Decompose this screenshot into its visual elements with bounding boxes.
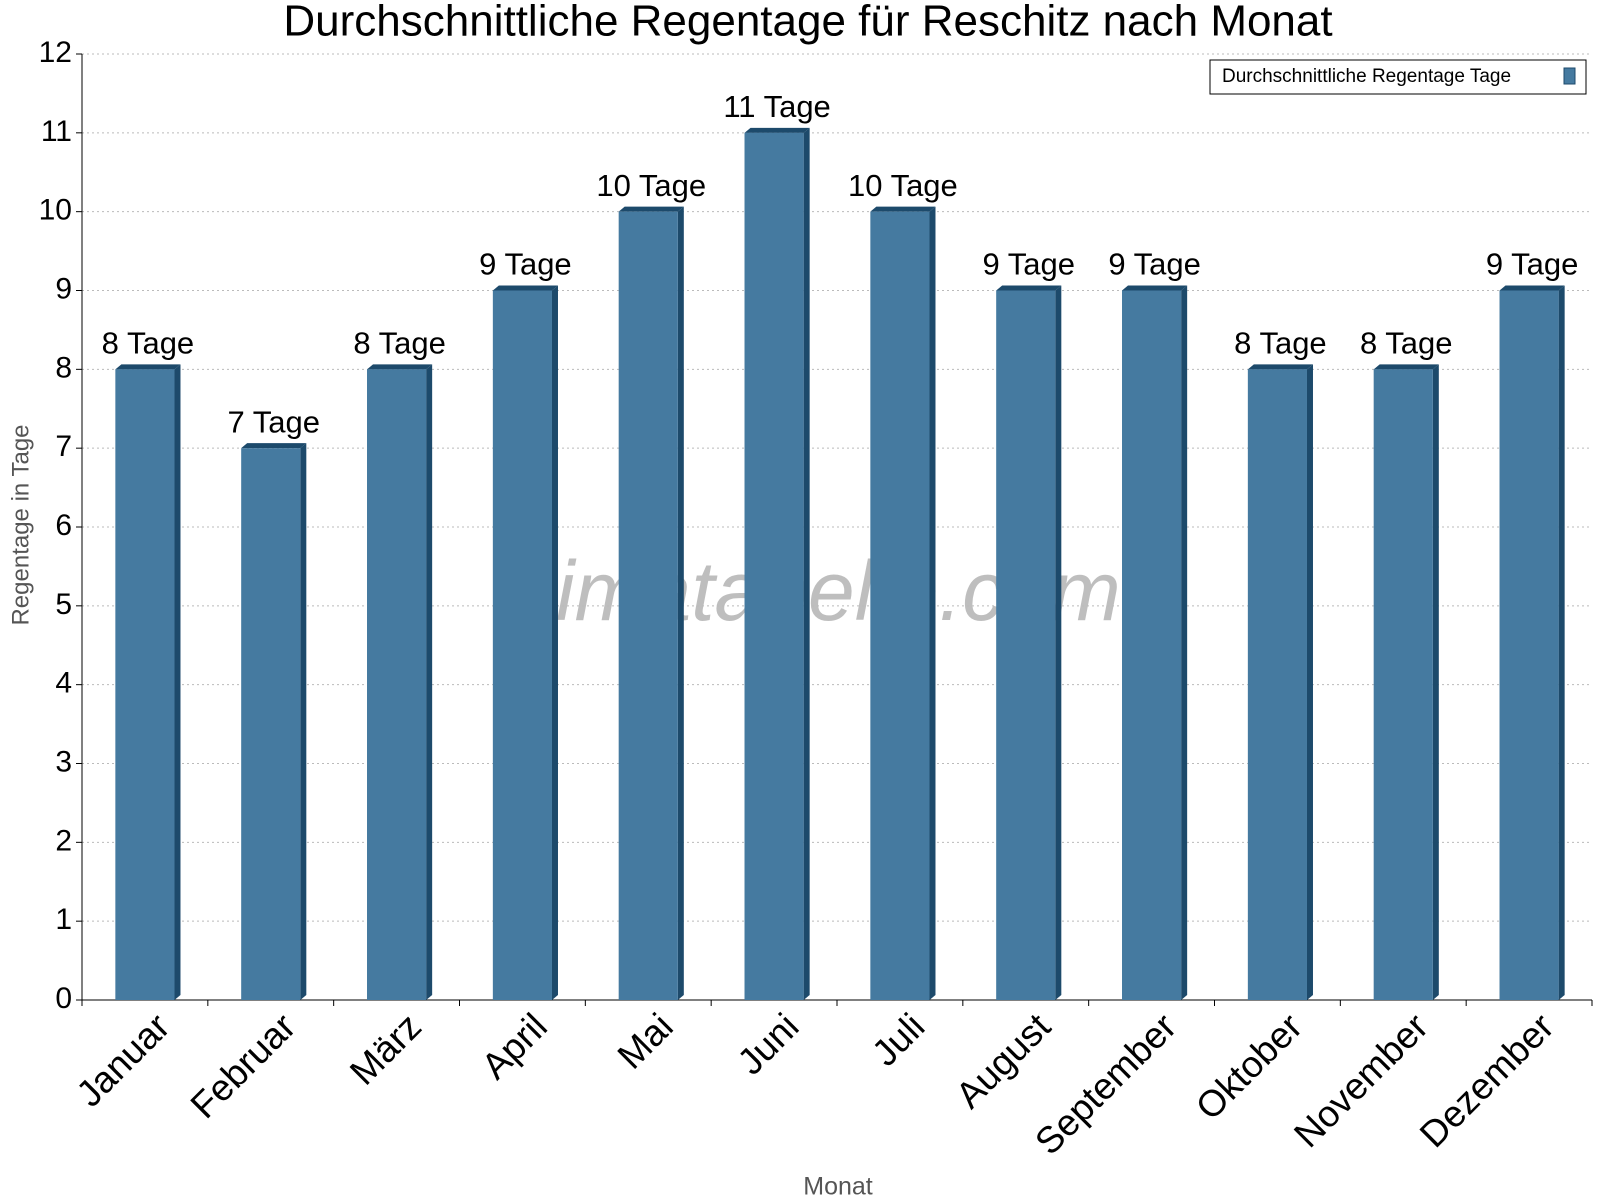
y-tick-label: 9 [55, 272, 72, 305]
bar [1499, 290, 1559, 1000]
bar-side [1306, 364, 1313, 1000]
y-tick-label: 2 [55, 824, 72, 857]
value-label: 9 Tage [1108, 247, 1201, 282]
bar-top [1499, 285, 1565, 291]
value-label: 8 Tage [102, 326, 195, 361]
chart-title: Durchschnittliche Regentage für Reschitz… [283, 0, 1332, 46]
y-tick-label: 12 [39, 36, 72, 69]
bar-top [744, 127, 810, 133]
bar-top [870, 206, 936, 212]
x-tick-label: Oktober [1188, 1006, 1310, 1128]
x-tick-label: Juli [864, 1006, 932, 1074]
bar-side [1558, 285, 1565, 1000]
bar-side [426, 364, 433, 1000]
y-tick-label: 3 [55, 745, 72, 778]
y-tick-label: 0 [55, 982, 72, 1015]
legend-swatch [1563, 67, 1576, 85]
bar [241, 448, 301, 1001]
bar-side [929, 206, 936, 1000]
bar-side [1181, 285, 1188, 1000]
legend-label: Durchschnittliche Regentage Tage [1222, 66, 1511, 87]
bar-side [1432, 364, 1439, 1000]
value-label: 8 Tage [1360, 326, 1453, 361]
bar-top [1373, 364, 1439, 370]
bar-top [996, 285, 1062, 291]
value-label: 9 Tage [982, 247, 1075, 282]
value-label: 9 Tage [479, 247, 572, 282]
bar [492, 290, 552, 1000]
y-tick-label: 7 [55, 430, 72, 463]
x-tick-label: Februar [183, 1006, 304, 1127]
bar-side [803, 127, 810, 1001]
bar [618, 211, 678, 1000]
bar [1122, 290, 1182, 1000]
bar-top [492, 285, 558, 291]
value-label: 8 Tage [353, 326, 446, 361]
bar-top [367, 364, 433, 370]
x-axis-title: Monat [803, 1173, 873, 1200]
y-axis-title: Regentage in Tage [7, 424, 34, 625]
bar [870, 211, 930, 1000]
value-label: 11 Tage [723, 89, 830, 124]
x-tick-label: April [474, 1006, 555, 1087]
bar [115, 369, 175, 1000]
value-label: 8 Tage [1234, 326, 1327, 361]
y-tick-label: 4 [55, 667, 72, 700]
bar-top [618, 206, 684, 212]
value-label: 9 Tage [1486, 247, 1579, 282]
y-tick-label: 8 [55, 351, 72, 384]
y-tick-label: 10 [39, 194, 72, 227]
bar-top [115, 364, 181, 370]
x-tick-label: Mai [610, 1006, 681, 1077]
x-tick-label: März [342, 1006, 429, 1093]
x-tick-label: Januar [68, 1006, 177, 1115]
y-tick-label: 1 [55, 903, 72, 936]
bar [1373, 369, 1433, 1000]
bar [744, 132, 804, 1001]
value-label: 10 Tage [848, 168, 958, 203]
x-tick-label: November [1286, 1006, 1436, 1156]
bar-side [677, 206, 684, 1000]
y-tick-label: 6 [55, 509, 72, 542]
value-label: 7 Tage [227, 404, 320, 439]
y-tick-label: 11 [41, 115, 72, 148]
bar-side [551, 285, 558, 1000]
bar-top [1247, 364, 1313, 370]
x-tick-label: Juni [730, 1006, 807, 1083]
x-tick-label: August [948, 1005, 1059, 1116]
bar [996, 290, 1056, 1000]
bar [1247, 369, 1307, 1000]
bar-side [174, 364, 181, 1000]
legend-box [1209, 59, 1587, 95]
bar-top [1122, 285, 1188, 291]
bar [367, 369, 427, 1000]
x-tick-label: Dezember [1412, 1006, 1562, 1156]
value-label: 10 Tage [596, 168, 706, 203]
bar-side [1055, 285, 1062, 1000]
y-tick-label: 5 [55, 588, 72, 621]
bar-side [300, 443, 307, 1001]
bar-top [241, 443, 307, 449]
